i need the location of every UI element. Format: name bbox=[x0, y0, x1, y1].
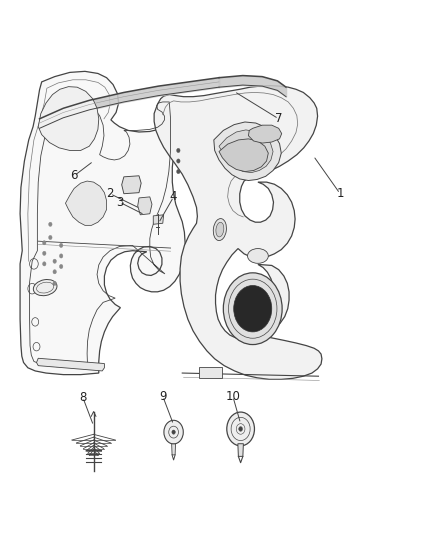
Polygon shape bbox=[153, 215, 164, 224]
Polygon shape bbox=[154, 86, 322, 379]
Polygon shape bbox=[36, 358, 104, 371]
Circle shape bbox=[60, 254, 63, 258]
FancyBboxPatch shape bbox=[199, 367, 222, 378]
Circle shape bbox=[53, 281, 57, 286]
Polygon shape bbox=[138, 197, 152, 215]
Circle shape bbox=[49, 222, 52, 227]
Circle shape bbox=[177, 159, 180, 163]
Text: 3: 3 bbox=[116, 196, 123, 208]
Circle shape bbox=[49, 236, 52, 240]
Circle shape bbox=[60, 264, 63, 269]
Circle shape bbox=[239, 426, 243, 431]
Polygon shape bbox=[214, 122, 281, 181]
Circle shape bbox=[234, 286, 272, 332]
Polygon shape bbox=[219, 130, 273, 173]
Circle shape bbox=[177, 148, 180, 152]
Ellipse shape bbox=[216, 222, 224, 237]
Circle shape bbox=[42, 262, 46, 266]
Ellipse shape bbox=[33, 279, 57, 296]
Circle shape bbox=[53, 270, 57, 274]
Circle shape bbox=[177, 169, 180, 174]
Ellipse shape bbox=[213, 219, 226, 240]
Polygon shape bbox=[20, 71, 185, 375]
Polygon shape bbox=[122, 176, 141, 193]
Circle shape bbox=[53, 259, 57, 263]
Polygon shape bbox=[238, 443, 244, 456]
Circle shape bbox=[223, 273, 282, 344]
Text: 6: 6 bbox=[71, 169, 78, 182]
Circle shape bbox=[60, 243, 63, 247]
Text: 8: 8 bbox=[79, 391, 86, 404]
Ellipse shape bbox=[247, 248, 268, 263]
Polygon shape bbox=[248, 125, 282, 143]
Text: 7: 7 bbox=[275, 112, 283, 125]
Circle shape bbox=[172, 430, 175, 434]
Circle shape bbox=[164, 421, 183, 444]
Circle shape bbox=[227, 412, 254, 446]
Text: 2: 2 bbox=[106, 187, 114, 200]
Circle shape bbox=[42, 241, 46, 245]
Text: 10: 10 bbox=[226, 390, 240, 403]
Polygon shape bbox=[66, 181, 106, 225]
Circle shape bbox=[42, 251, 46, 255]
Text: 9: 9 bbox=[159, 390, 166, 403]
Polygon shape bbox=[172, 444, 176, 455]
Text: 1: 1 bbox=[336, 187, 344, 200]
Polygon shape bbox=[38, 87, 99, 150]
Text: 4: 4 bbox=[170, 190, 177, 204]
Polygon shape bbox=[219, 139, 268, 172]
